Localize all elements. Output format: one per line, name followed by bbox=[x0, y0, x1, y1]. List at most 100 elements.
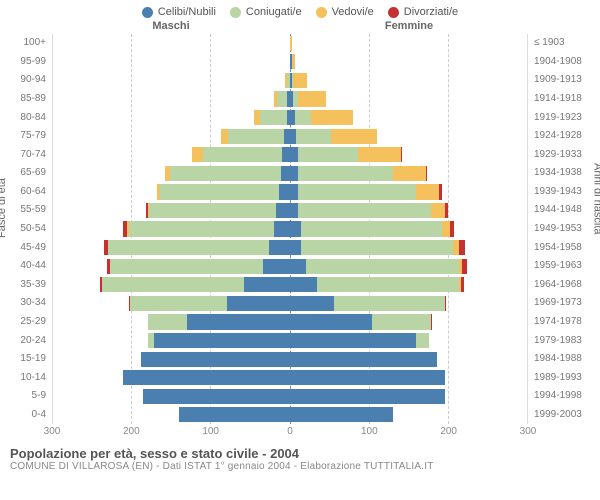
year-label: 1989-1993 bbox=[534, 368, 600, 387]
bar-seg-s bbox=[170, 166, 281, 181]
bar-seg-d bbox=[439, 184, 442, 199]
age-label: 25-29 bbox=[0, 313, 46, 332]
year-label: 1929-1933 bbox=[534, 145, 600, 164]
legend-swatch bbox=[388, 7, 399, 18]
bar-seg-v bbox=[431, 203, 445, 218]
bar-seg-s bbox=[298, 184, 417, 199]
year-label: 1934-1938 bbox=[534, 164, 600, 183]
legend-label: Coniugati/e bbox=[246, 6, 302, 18]
age-axis: 100+95-9990-9485-8980-8475-7970-7465-696… bbox=[0, 34, 52, 424]
bar-seg-v bbox=[358, 147, 401, 162]
bar-seg-d bbox=[461, 277, 464, 292]
bar-seg-s bbox=[372, 314, 430, 329]
bar-seg-s bbox=[149, 203, 275, 218]
bar-seg-v bbox=[298, 91, 326, 106]
age-label: 85-89 bbox=[0, 90, 46, 109]
age-label: 65-69 bbox=[0, 164, 46, 183]
pyramid-row bbox=[53, 71, 527, 90]
bar-seg-s bbox=[298, 147, 358, 162]
bar-seg-s bbox=[129, 221, 274, 236]
age-label: 90-94 bbox=[0, 71, 46, 90]
bar-seg-c bbox=[179, 407, 290, 422]
bar-seg-c bbox=[290, 203, 298, 218]
pyramid-row bbox=[53, 34, 527, 53]
legend-item: Celibi/Nubili bbox=[142, 6, 216, 18]
plot bbox=[52, 34, 528, 424]
x-tick: 200 bbox=[123, 426, 140, 437]
legend-item: Coniugati/e bbox=[230, 6, 302, 18]
pyramid-row bbox=[53, 183, 527, 202]
chart-title: Popolazione per età, sesso e stato civil… bbox=[10, 446, 590, 461]
bar-seg-c bbox=[279, 184, 290, 199]
year-axis: ≤ 19031904-19081909-19131914-19181919-19… bbox=[528, 34, 600, 424]
pyramid-row bbox=[53, 127, 527, 146]
bar-seg-s bbox=[296, 129, 331, 144]
bar-seg-v bbox=[292, 54, 295, 69]
year-label: 1944-1948 bbox=[534, 201, 600, 220]
bar-seg-c bbox=[154, 333, 290, 348]
bar-seg-s bbox=[298, 166, 393, 181]
x-tick: 200 bbox=[440, 426, 457, 437]
bar-rows bbox=[53, 34, 527, 424]
bar-seg-s bbox=[301, 221, 442, 236]
age-label: 70-74 bbox=[0, 145, 46, 164]
age-label: 95-99 bbox=[0, 53, 46, 72]
bar-seg-d bbox=[431, 314, 433, 329]
pyramid-row bbox=[53, 350, 527, 369]
bar-seg-c bbox=[276, 203, 290, 218]
bar-seg-c bbox=[141, 352, 290, 367]
bar-seg-c bbox=[290, 352, 437, 367]
legend-label: Celibi/Nubili bbox=[158, 6, 216, 18]
bar-seg-c bbox=[290, 221, 301, 236]
legend-label: Vedovi/e bbox=[332, 6, 374, 18]
age-label: 35-39 bbox=[0, 276, 46, 295]
age-label: 55-59 bbox=[0, 201, 46, 220]
bar-seg-v bbox=[331, 129, 377, 144]
bar-seg-s bbox=[298, 203, 431, 218]
bar-seg-c bbox=[290, 240, 301, 255]
year-label: 1954-1958 bbox=[534, 238, 600, 257]
bar-seg-c bbox=[290, 370, 445, 385]
age-label: 80-84 bbox=[0, 108, 46, 127]
pyramid-row bbox=[53, 53, 527, 72]
bar-seg-c bbox=[290, 333, 416, 348]
year-label: 1964-1968 bbox=[534, 276, 600, 295]
bar-seg-s bbox=[334, 296, 445, 311]
bar-seg-c bbox=[290, 166, 298, 181]
year-label: ≤ 1903 bbox=[534, 34, 600, 53]
bar-seg-c bbox=[290, 184, 298, 199]
x-tick: 300 bbox=[520, 426, 537, 437]
x-tick: 100 bbox=[361, 426, 378, 437]
pyramid-row bbox=[53, 201, 527, 220]
age-label: 15-19 bbox=[0, 350, 46, 369]
bar-seg-c bbox=[274, 221, 290, 236]
year-label: 1984-1988 bbox=[534, 350, 600, 369]
bar-seg-v bbox=[393, 166, 426, 181]
bar-seg-d bbox=[450, 221, 455, 236]
header-female: Femmine bbox=[290, 20, 528, 32]
legend-swatch bbox=[316, 7, 327, 18]
pyramid-row bbox=[53, 90, 527, 109]
pyramid-row bbox=[53, 331, 527, 350]
bar-seg-s bbox=[108, 240, 269, 255]
bar-seg-c bbox=[290, 259, 306, 274]
year-label: 1999-2003 bbox=[534, 406, 600, 425]
pyramid-row bbox=[53, 313, 527, 332]
bar-seg-c bbox=[244, 277, 290, 292]
chart-subtitle: COMUNE DI VILLAROSA (EN) - Dati ISTAT 1°… bbox=[10, 461, 590, 472]
pyramid-row bbox=[53, 387, 527, 406]
bar-seg-d bbox=[426, 166, 428, 181]
bar-seg-s bbox=[277, 91, 286, 106]
pyramid-container: Celibi/Nubili Coniugati/e Vedovi/e Divorzia… bbox=[0, 0, 600, 500]
legend-swatch bbox=[230, 7, 241, 18]
age-label: 30-34 bbox=[0, 294, 46, 313]
bar-seg-s bbox=[416, 333, 429, 348]
bar-seg-s bbox=[301, 240, 453, 255]
pyramid-row bbox=[53, 276, 527, 295]
bar-seg-c bbox=[123, 370, 290, 385]
bar-seg-c bbox=[290, 314, 372, 329]
age-label: 60-64 bbox=[0, 183, 46, 202]
legend-label: Divorziati/e bbox=[404, 6, 458, 18]
bar-seg-s bbox=[148, 314, 187, 329]
x-axis: 3002001000100200300 bbox=[0, 424, 600, 440]
